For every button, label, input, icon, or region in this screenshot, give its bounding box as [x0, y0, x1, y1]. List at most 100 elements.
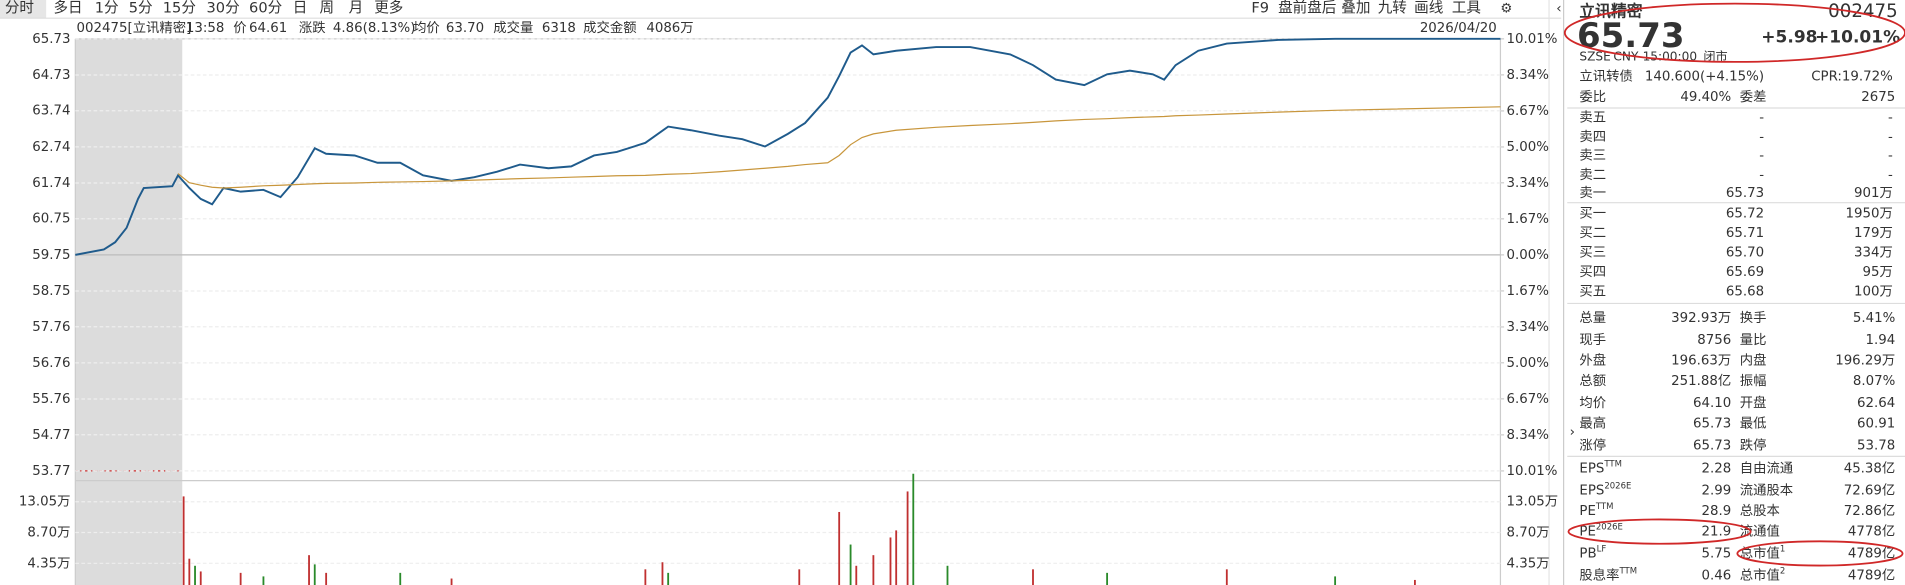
volume-bar: [912, 473, 915, 585]
panel-cell: 卖三: [1579, 147, 1606, 163]
tab[interactable]: 30分: [207, 0, 240, 16]
panel-cell: 买五: [1579, 283, 1606, 299]
tab[interactable]: 月: [349, 0, 364, 16]
stock-pct: +10.01%: [1815, 28, 1900, 48]
tool[interactable]: 叠加: [1341, 0, 1370, 16]
panel-cell: 72.69亿: [1844, 482, 1896, 498]
tool[interactable]: 盘前盘后: [1278, 0, 1336, 16]
info-date: 2026/04/20: [1420, 21, 1497, 36]
y-tick-label: 65.73: [32, 32, 70, 47]
panel-cell: 5.41%: [1853, 311, 1895, 326]
panel-cell: 49.40%: [1680, 90, 1731, 105]
volume-bar: [194, 565, 196, 585]
panel-cell: 均价: [1579, 395, 1606, 411]
panel-cell: 量比: [1740, 332, 1767, 348]
panel-cell: 65.73: [1693, 438, 1731, 453]
y2-tick-label: 5.00%: [1507, 356, 1549, 371]
y-tick-label: 53.77: [32, 464, 70, 479]
meta: SZSE: [1579, 50, 1610, 64]
label-text: PB: [1579, 546, 1596, 561]
panel-cell: 45.38亿: [1844, 460, 1896, 476]
volume-bar: [644, 569, 647, 585]
tab[interactable]: 日: [293, 0, 308, 16]
label-sup: TTM: [1603, 459, 1622, 469]
panel-cell: 0.46: [1702, 568, 1732, 583]
panel-cell: 8.07%: [1853, 374, 1895, 389]
tool[interactable]: 画线: [1414, 0, 1444, 16]
panel-label: PE2026E: [1579, 522, 1623, 539]
tab[interactable]: 分时: [5, 0, 34, 16]
panel-cell: 65.68: [1726, 284, 1764, 299]
label-sup: 2: [1780, 566, 1785, 576]
info-value: 4.86(8.13%): [333, 21, 416, 36]
tab[interactable]: 1分: [95, 0, 119, 16]
settings-icon[interactable]: ⚙: [1500, 1, 1512, 16]
info-value: 63.70: [446, 21, 484, 36]
volume-bar: [872, 555, 875, 585]
y-tick-label: 57.76: [32, 320, 70, 335]
y2-tick-label: 0.00%: [1507, 248, 1549, 263]
y-tick-label: 60.75: [32, 212, 70, 227]
panel-cell: 买二: [1579, 225, 1606, 241]
volume-bar: [262, 576, 265, 585]
panel-cell: 自由流通: [1740, 460, 1793, 476]
volume-bar: [661, 562, 664, 585]
tab[interactable]: 周: [320, 0, 335, 16]
volume-bar: [313, 564, 316, 585]
panel-cell: CPR:19.72%: [1811, 69, 1893, 84]
panel-cell: 196.63万: [1671, 353, 1731, 368]
price-line: [177, 106, 1501, 189]
volume-bar: [838, 511, 841, 585]
panel-cell: 140.600(+4.15%): [1645, 69, 1764, 84]
panel-cell: 65.69: [1726, 265, 1764, 280]
panel-cell: 1950万: [1846, 207, 1893, 222]
panel-cell: -: [1759, 130, 1764, 145]
panel-cell: 4778亿: [1848, 524, 1895, 540]
label-text: 总市值: [1740, 566, 1780, 583]
y-tick-label: 54.77: [32, 428, 70, 443]
volume-bar: [798, 569, 801, 585]
tab[interactable]: 60分: [249, 0, 282, 16]
panel-cell: 卖二: [1579, 167, 1606, 183]
panel-cell: 64.10: [1693, 396, 1731, 411]
panel-cell: 2675: [1861, 90, 1895, 105]
panel-cell: 开盘: [1740, 394, 1767, 411]
panel-cell: 振幅: [1740, 373, 1767, 389]
panel-cell: 28.9: [1702, 504, 1732, 519]
tool[interactable]: 工具: [1452, 0, 1481, 16]
tool[interactable]: 九转: [1378, 0, 1407, 16]
y2-tick-label: 6.67%: [1507, 104, 1549, 119]
expand-icon[interactable]: ›: [1570, 425, 1575, 440]
tab[interactable]: 更多: [374, 0, 403, 16]
panel-label: PBLF: [1579, 544, 1606, 561]
auction-area: [75, 38, 183, 585]
tab[interactable]: 15分: [163, 0, 196, 16]
vol-tick-label: 4.35万: [27, 556, 70, 571]
info-time: 13:58: [186, 21, 224, 36]
meta: 闭市: [1703, 49, 1727, 64]
panel-cell: 901万: [1854, 186, 1893, 201]
panel-cell: 流通股本: [1740, 482, 1793, 498]
vol-tick-label: 4.35万: [1507, 556, 1550, 571]
panel-cell: 4789亿: [1848, 545, 1895, 561]
panel-cell: 4789亿: [1848, 567, 1895, 583]
tab[interactable]: 多日: [53, 0, 82, 16]
label-sup: 1: [1780, 544, 1785, 554]
panel-cell: 21.9: [1702, 525, 1732, 540]
panel-cell: 换手: [1740, 310, 1767, 326]
collapse-icon[interactable]: ‹: [1556, 1, 1561, 16]
panel-cell: 196.29万: [1835, 353, 1895, 368]
panel-cell: 流通值: [1740, 524, 1780, 540]
label-sup: TTM: [1618, 566, 1637, 576]
vol-tick-label: 8.70万: [1507, 526, 1550, 541]
y2-tick-label: 6.67%: [1507, 392, 1549, 407]
label-sup: 2026E: [1596, 522, 1623, 532]
label-text: 股息率: [1579, 566, 1619, 583]
volume-bar: [1334, 576, 1337, 585]
tab[interactable]: 5分: [129, 0, 153, 16]
panel-cell: 跌停: [1740, 436, 1767, 453]
tool[interactable]: F9: [1251, 0, 1269, 16]
highlight-ellipse: [1567, 518, 1752, 545]
info-code: 002475[立讯精密]: [77, 19, 192, 36]
